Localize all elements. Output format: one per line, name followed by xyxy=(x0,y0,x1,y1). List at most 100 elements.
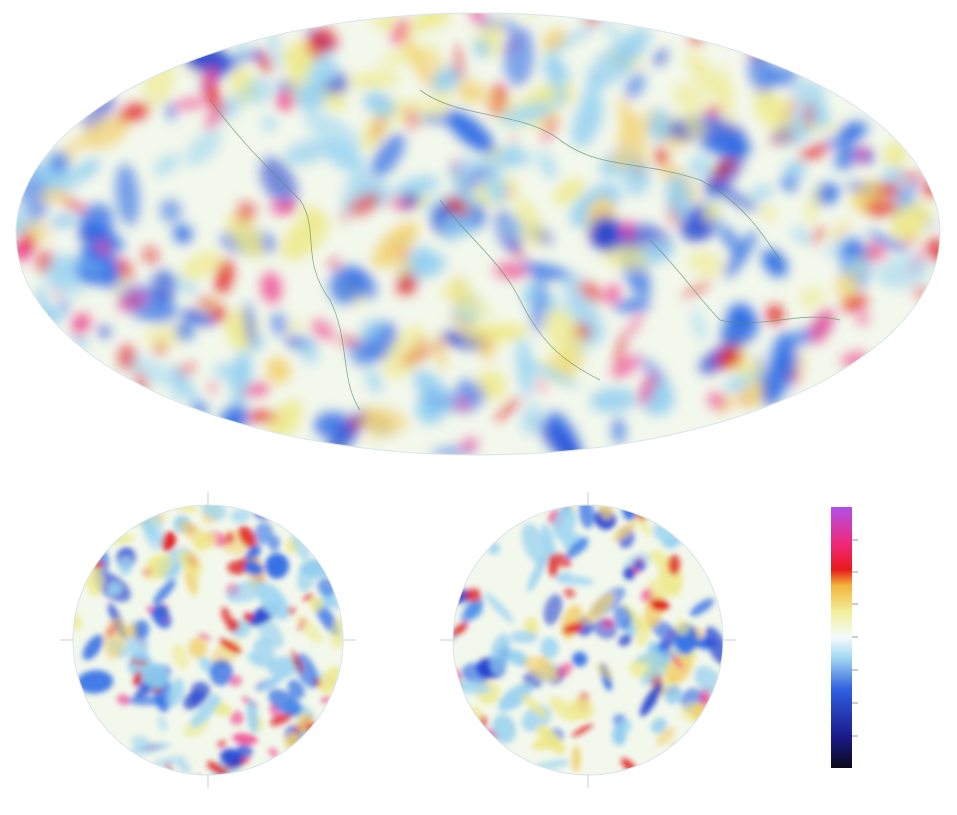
anomaly-blob xyxy=(771,122,813,147)
anomaly-blob xyxy=(615,331,626,369)
anomaly-blob xyxy=(116,694,130,706)
anomaly-blob xyxy=(648,108,671,143)
anomaly-blob xyxy=(141,662,169,689)
anomaly-blob xyxy=(612,724,627,746)
anomaly-blob xyxy=(103,617,127,660)
anomaly-blob xyxy=(828,220,850,242)
anomaly-blob xyxy=(213,362,252,382)
anomaly-blob xyxy=(170,365,199,405)
anomaly-blob xyxy=(633,559,646,571)
anomaly-blob xyxy=(192,314,209,324)
anomaly-blob xyxy=(851,178,883,211)
anomaly-blob xyxy=(503,26,535,87)
anomaly-blob xyxy=(259,668,292,692)
anomaly-blob xyxy=(612,521,636,541)
anomaly-blob xyxy=(866,231,909,253)
anomaly-blob xyxy=(61,198,87,213)
anomaly-blob xyxy=(563,587,576,599)
anomaly-blob xyxy=(73,610,83,631)
anomaly-blob xyxy=(270,202,295,215)
anomaly-blob xyxy=(667,554,681,576)
anomaly-blob xyxy=(48,151,70,174)
anomaly-blob xyxy=(655,147,668,167)
anomaly-blob xyxy=(151,604,169,622)
anomaly-blob xyxy=(576,280,604,303)
anomaly-blob xyxy=(524,13,537,19)
anomaly-blob xyxy=(413,370,448,403)
anomaly-blob xyxy=(761,205,777,221)
anomaly-blob xyxy=(522,360,579,387)
anomaly-blob xyxy=(210,305,227,323)
anomaly-blob xyxy=(142,554,173,582)
anomaly-blob xyxy=(251,336,265,352)
anomaly-blob xyxy=(117,102,151,123)
anomaly-blob xyxy=(184,282,197,296)
anomaly-blob xyxy=(178,549,204,576)
anomaly-blob xyxy=(303,593,314,602)
north-polar-map xyxy=(73,505,343,775)
anomaly-blob xyxy=(417,115,461,124)
anomaly-blob xyxy=(246,411,278,422)
anomaly-blob xyxy=(841,293,868,312)
anomaly-blob xyxy=(243,383,270,396)
anomaly-blob xyxy=(42,265,85,298)
anomaly-blob xyxy=(290,650,304,674)
anomaly-blob xyxy=(456,80,485,104)
anomaly-blob xyxy=(143,247,158,265)
anomaly-blob xyxy=(710,157,737,181)
anomaly-blob xyxy=(236,743,253,758)
anomaly-blob xyxy=(132,670,143,687)
anomaly-blob xyxy=(689,598,714,617)
anomaly-blob xyxy=(267,25,283,73)
anomaly-blob xyxy=(323,139,364,172)
anomaly-blob xyxy=(672,81,706,114)
anomaly-blob xyxy=(716,350,743,369)
anomaly-blob xyxy=(347,71,402,89)
anomaly-blob xyxy=(244,560,264,576)
anomaly-blob xyxy=(127,355,178,387)
anomaly-blob xyxy=(473,38,491,58)
anomaly-blob xyxy=(177,760,191,774)
anomaly-blob xyxy=(267,399,303,442)
anomaly-blob xyxy=(206,761,228,775)
anomaly-blob xyxy=(235,202,256,223)
anomaly-blob xyxy=(173,224,193,244)
anomaly-blob xyxy=(857,312,869,325)
anomaly-blob xyxy=(537,420,586,455)
anomaly-blob xyxy=(153,153,181,177)
anomaly-blob xyxy=(71,258,108,274)
anomaly-blob xyxy=(720,310,759,348)
anomaly-blob xyxy=(268,689,302,717)
anomaly-blob xyxy=(402,31,430,85)
anomaly-blob xyxy=(107,583,121,595)
anomaly-blob xyxy=(243,50,265,61)
anomaly-blob xyxy=(383,326,427,380)
anomaly-blob xyxy=(97,240,109,256)
anomaly-blob xyxy=(232,733,258,745)
anomaly-blob xyxy=(562,622,584,635)
anomaly-blob xyxy=(189,690,207,707)
polar-background xyxy=(453,505,723,775)
anomaly-blob xyxy=(618,633,633,647)
anomaly-blob xyxy=(297,560,318,592)
anomaly-blob xyxy=(197,297,216,308)
colorbar xyxy=(831,507,858,768)
anomaly-blob xyxy=(701,135,752,156)
anomaly-blob xyxy=(652,49,669,66)
anomaly-blob xyxy=(864,198,900,217)
anomaly-blob xyxy=(641,242,673,265)
anomaly-blob xyxy=(320,695,331,703)
anomaly-blob xyxy=(284,139,330,166)
anomaly-blob xyxy=(682,279,713,299)
anomaly-blob xyxy=(866,242,879,253)
anomaly-blob xyxy=(227,560,250,575)
anomaly-blob xyxy=(172,644,189,670)
anomaly-blob xyxy=(798,143,830,161)
anomaly-blob xyxy=(554,574,595,586)
anomaly-blob xyxy=(563,80,575,107)
anomaly-blob xyxy=(329,265,365,305)
anomaly-blob xyxy=(50,215,79,228)
anomaly-blob xyxy=(571,723,593,737)
anomaly-blob xyxy=(172,380,182,404)
anomaly-blob xyxy=(221,606,231,625)
